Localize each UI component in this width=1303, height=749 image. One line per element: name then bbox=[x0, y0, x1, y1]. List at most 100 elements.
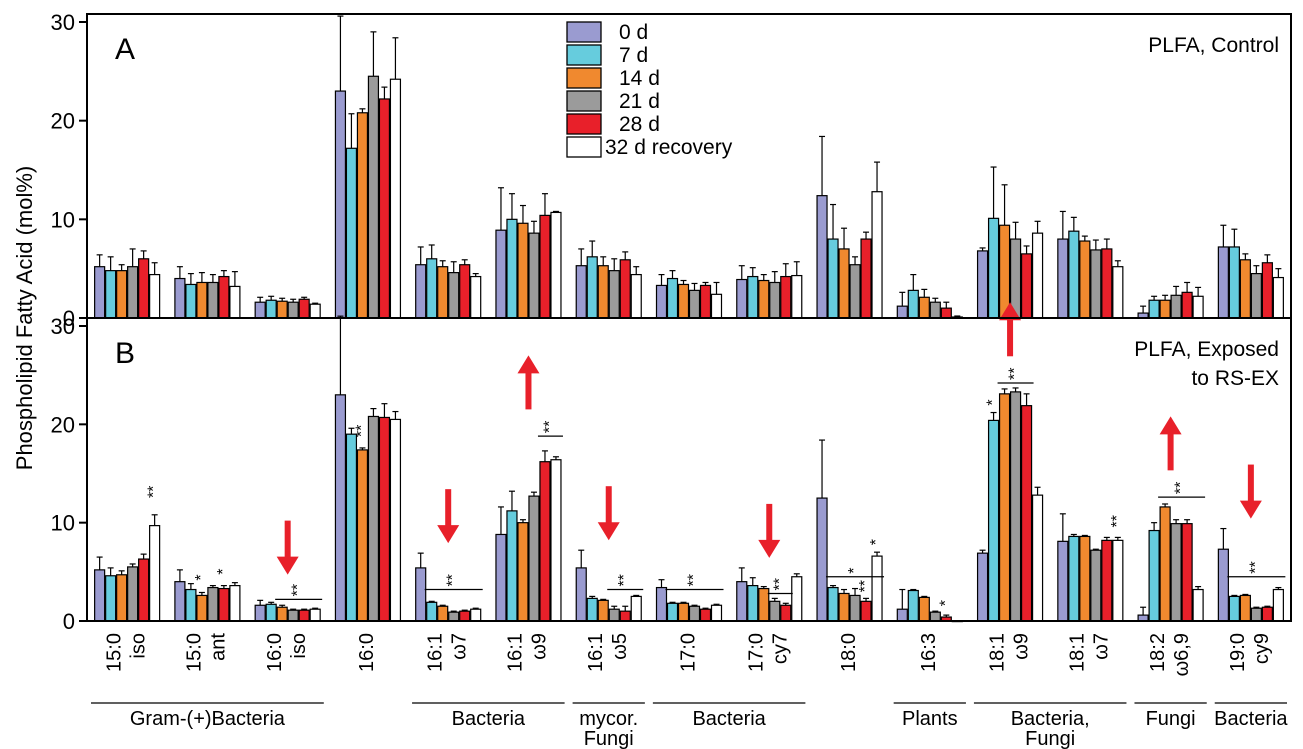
bar bbox=[94, 569, 106, 622]
category-label: 16:1 bbox=[424, 633, 446, 672]
bar bbox=[138, 258, 150, 319]
category-label: iso bbox=[288, 633, 310, 659]
axis-layer: 0 10 20 30 A PLFA, Control 0 10 20 30 B PLFA, Expos… bbox=[12, 10, 1292, 634]
bar bbox=[791, 576, 803, 622]
bar bbox=[1112, 539, 1124, 622]
bar bbox=[1009, 391, 1022, 622]
bar bbox=[688, 289, 701, 319]
y-tick-label: 20 bbox=[51, 109, 75, 134]
group-label: Bacteria, bbox=[1011, 708, 1090, 730]
significance-mark: ** bbox=[290, 584, 307, 596]
category-label: 16:1 bbox=[585, 633, 607, 672]
bar bbox=[437, 266, 449, 319]
category-label: ω9 bbox=[1010, 633, 1032, 660]
bar bbox=[185, 588, 197, 622]
y-tick-label: 30 bbox=[51, 314, 75, 339]
bar bbox=[1090, 249, 1102, 319]
bar bbox=[1181, 523, 1193, 622]
category-label: cy9 bbox=[1251, 633, 1273, 664]
bar bbox=[254, 604, 266, 622]
category-label: iso bbox=[127, 633, 149, 659]
legend-label: 7 d bbox=[619, 44, 648, 67]
significance-mark: ** bbox=[1109, 515, 1126, 527]
bar bbox=[586, 256, 598, 319]
bar bbox=[1101, 539, 1113, 622]
bar bbox=[149, 273, 161, 319]
bar bbox=[769, 281, 781, 319]
arrow-head bbox=[276, 556, 299, 575]
bar bbox=[539, 461, 551, 622]
bar bbox=[287, 301, 299, 319]
bar bbox=[976, 552, 989, 622]
bar bbox=[517, 222, 529, 319]
y-tick-label: 30 bbox=[51, 10, 75, 35]
y-tick-label: 20 bbox=[51, 412, 75, 437]
bar bbox=[907, 289, 919, 319]
bar bbox=[1159, 299, 1171, 319]
bar bbox=[1250, 273, 1262, 319]
bar bbox=[470, 608, 482, 622]
y-tick-label: 10 bbox=[51, 207, 75, 232]
bar bbox=[528, 495, 540, 622]
bar bbox=[298, 609, 310, 622]
legend-label: 28 d bbox=[619, 113, 660, 136]
significance-mark: ** bbox=[541, 421, 558, 433]
y-tick-label: 0 bbox=[63, 306, 75, 331]
bar bbox=[1057, 238, 1069, 319]
arrow-up-icon bbox=[1159, 416, 1182, 471]
plot-layer: ************** ** **************** bbox=[94, 15, 1286, 623]
category-label: 15:0 bbox=[184, 633, 206, 672]
category-label: ω7 bbox=[448, 633, 470, 660]
bar bbox=[334, 90, 347, 319]
bar bbox=[758, 587, 770, 622]
legend-swatch bbox=[566, 90, 602, 112]
bar bbox=[378, 416, 391, 622]
group-label: Fungi bbox=[1146, 708, 1196, 730]
bar bbox=[356, 112, 369, 319]
bar bbox=[207, 586, 219, 622]
arrow-head bbox=[1159, 416, 1182, 435]
bar bbox=[1159, 506, 1171, 622]
significance-mark: ** bbox=[353, 425, 370, 437]
bar bbox=[356, 449, 369, 622]
category-label: 15:0 bbox=[103, 633, 125, 672]
category-label: 16:0 bbox=[264, 633, 286, 672]
bar bbox=[1068, 230, 1080, 319]
bar bbox=[987, 217, 1000, 319]
significance-mark: ** bbox=[616, 574, 633, 586]
bar bbox=[1217, 548, 1229, 622]
significance-mark: ** bbox=[146, 486, 163, 498]
bar bbox=[827, 238, 839, 319]
significance-mark: ** bbox=[686, 574, 703, 586]
bar bbox=[254, 301, 266, 319]
significance-mark: ** bbox=[771, 578, 788, 590]
arrow-head bbox=[758, 539, 781, 558]
bar bbox=[415, 264, 427, 319]
bar bbox=[896, 305, 908, 319]
bar bbox=[929, 611, 941, 622]
arrow-down-icon bbox=[437, 489, 460, 544]
significance-mark: * bbox=[937, 600, 954, 606]
bar bbox=[736, 581, 748, 622]
bar bbox=[896, 608, 908, 622]
legend-swatch bbox=[566, 21, 602, 43]
bar bbox=[345, 433, 358, 622]
legend-label: 21 d bbox=[619, 90, 660, 113]
category-label: ant bbox=[208, 633, 230, 661]
significance-mark: ** bbox=[1173, 482, 1190, 494]
bar bbox=[1228, 246, 1240, 319]
bar bbox=[575, 567, 587, 622]
bar bbox=[630, 273, 642, 319]
bar bbox=[276, 606, 288, 622]
bar bbox=[378, 98, 391, 319]
bar bbox=[677, 602, 690, 622]
bar bbox=[1239, 594, 1251, 622]
bar bbox=[345, 147, 358, 319]
bar bbox=[666, 277, 679, 319]
bar bbox=[1148, 529, 1160, 622]
significance-mark: ** bbox=[857, 580, 874, 592]
bar bbox=[747, 275, 759, 319]
bar bbox=[1020, 253, 1033, 319]
bar bbox=[849, 594, 861, 622]
bar bbox=[655, 586, 668, 622]
